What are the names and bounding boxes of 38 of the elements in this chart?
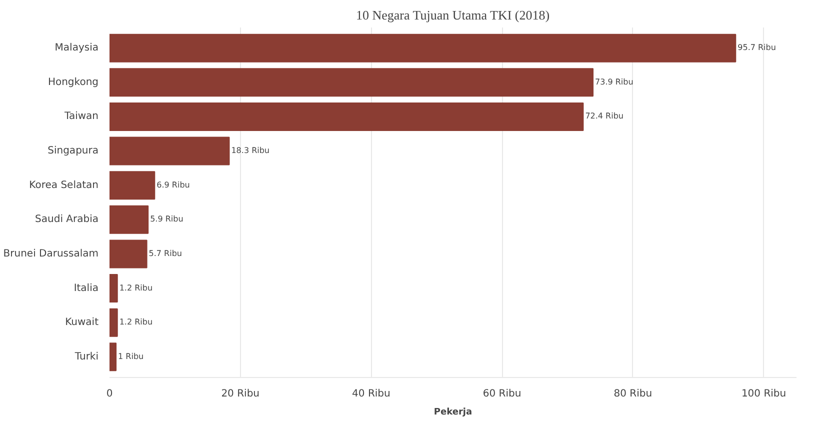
y-tick-label: Brunei Darussalam [3,248,99,260]
x-axis-title: Pekerja [434,408,472,418]
y-tick-label: Hongkong [48,76,98,88]
data-label: 1.2 Ribu [119,318,153,327]
bar [110,274,118,303]
data-label: 5.7 Ribu [148,248,182,258]
y-tick-label: Italia [74,282,99,294]
bar [110,171,156,200]
y-tick-label: Saudi Arabia [35,214,98,226]
bar [110,68,594,97]
bar [110,240,148,268]
data-label: 1.2 Ribu [119,283,153,292]
data-label: 18.3 Ribu [231,146,270,156]
data-label: 6.9 Ribu [156,180,190,190]
data-label: 1 Ribu [118,352,144,361]
y-tick-label: Singapura [48,146,99,157]
x-tick-label: 100 Ribu [741,388,786,400]
x-tick-label: 40 Ribu [352,388,390,400]
y-tick-label: Kuwait [65,317,99,328]
bar [110,102,584,131]
bar [110,34,736,62]
data-label: 72.4 Ribu [585,112,624,121]
y-tick-label: Malaysia [54,42,99,54]
chart-title: 10 Negara Tujuan Utama TKI (2018) [356,8,550,22]
data-label: 95.7 Ribu [738,43,776,52]
bar [110,308,118,337]
y-tick-label: Turki [74,351,98,362]
bar [110,342,117,372]
x-tick-label: 20 Ribu [221,388,260,400]
y-tick-label: Taiwan [63,111,99,122]
x-tick-label: 80 Ribu [614,388,652,400]
bar [110,136,230,166]
bar [110,205,149,234]
x-tick-label: 60 Ribu [482,388,522,400]
x-tick-label: 0 [106,388,113,400]
data-label: 5.9 Ribu [150,214,184,224]
data-label: 73.9 Ribu [595,77,634,86]
y-tick-label: Korea Selatan [29,180,99,191]
